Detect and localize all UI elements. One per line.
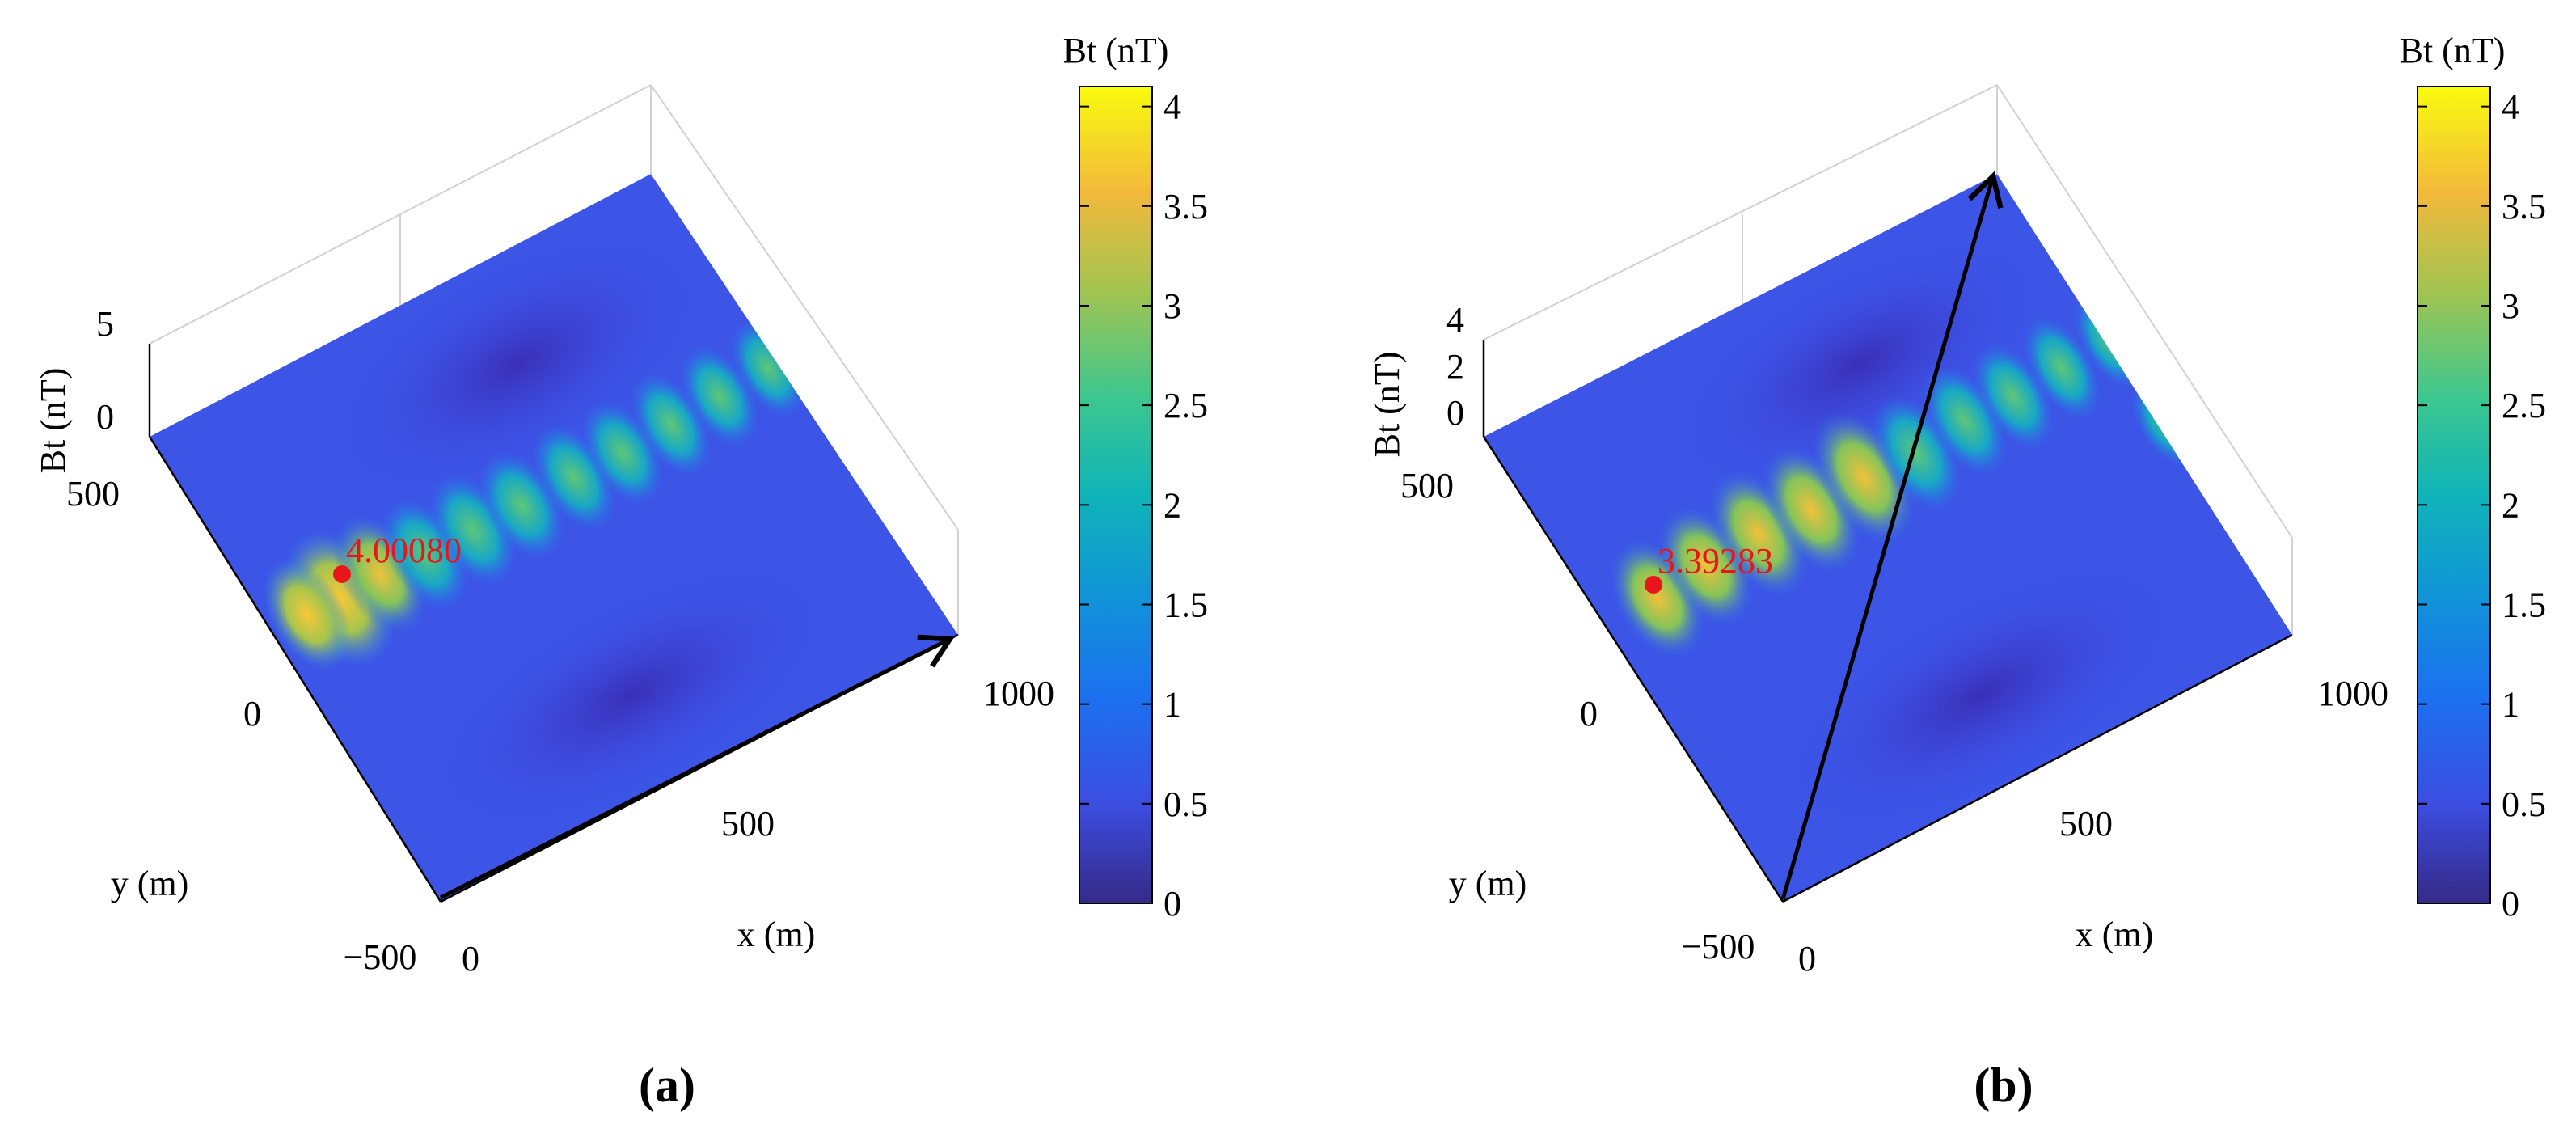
- panel-b-colorbar-title: Bt (nT): [2400, 31, 2506, 70]
- colorbar-tick-label: 0.5: [2502, 784, 2546, 824]
- panel-a-ytick-500: 500: [66, 474, 120, 514]
- panel-b-ytick-neg500: −500: [1682, 927, 1755, 966]
- panel-a-zlabel: Bt (nT): [33, 368, 73, 474]
- panel-b-peak-marker: [1645, 576, 1662, 594]
- panel-a-caption: (a): [639, 1059, 695, 1112]
- colorbar-tick-label: 1.5: [2502, 585, 2546, 624]
- panel-a-colorbar-title: Bt (nT): [1063, 31, 1169, 70]
- panel-b-ztick-0: 0: [1446, 393, 1464, 433]
- panel-b-xtick-0: 0: [1798, 939, 1816, 979]
- panel-a-ylabel: y (m): [111, 864, 189, 903]
- colorbar-tick-label: 1: [1163, 685, 1181, 725]
- colorbar-tick-label: 2: [1163, 485, 1181, 525]
- panel-a-ztick-5: 5: [96, 304, 114, 344]
- colorbar-tick-label: 1.5: [1163, 585, 1208, 624]
- panel-b-direction-arrow: [1780, 171, 2004, 900]
- panel-b-zlabel: Bt (nT): [1367, 352, 1407, 458]
- panel-a-xtick-0: 0: [462, 939, 479, 979]
- panel-b-caption: (b): [1974, 1059, 2033, 1112]
- panel-a: 4.00080 5 0 Bt (nT) 500 0 −500 y (m) 0 5…: [33, 31, 1208, 1112]
- colorbar-tick-label: 3: [1163, 286, 1181, 326]
- panel-b-ytick-0: 0: [1580, 694, 1598, 733]
- panel-a-colorbar: [1079, 86, 1153, 904]
- panel-b-xlabel: x (m): [2076, 915, 2154, 954]
- panel-a-direction-arrow: [439, 634, 955, 900]
- panel-b-colorbar-ticks: 0 0.5 1 1.5 2 2.5 3 3.5 4: [2418, 87, 2546, 924]
- panel-b-ylabel: y (m): [1449, 864, 1527, 903]
- panel-a-ztick-0: 0: [96, 397, 114, 437]
- panel-b-axis-lines: [1482, 340, 2293, 903]
- colorbar-tick-label: 3.5: [2502, 187, 2546, 226]
- colorbar-tick-label: 3.5: [1163, 187, 1208, 226]
- colorbar-tick-label: 2.5: [2502, 386, 2546, 425]
- panel-a-colorbar-ticks: 0 0.5 1 1.5 2 2.5 3 3.5 4: [1079, 87, 1208, 924]
- colorbar-tick-label: 1: [2502, 685, 2519, 725]
- colorbar-tick-label: 3: [2502, 286, 2519, 326]
- colorbar-tick-label: 2.5: [1163, 386, 1208, 425]
- colorbar-tick-label: 2: [2502, 485, 2519, 525]
- colorbar-tick-label: 0.5: [1163, 784, 1208, 824]
- panel-b: 3.39283 4 2 0 Bt (nT) 500 0 −500 y (m) 0…: [1367, 31, 2546, 1112]
- panel-a-ytick-0: 0: [243, 694, 261, 733]
- colorbar-tick-label: 0: [2502, 884, 2519, 924]
- panel-a-xtick-500: 500: [721, 804, 775, 843]
- panel-b-xtick-500: 500: [2059, 804, 2113, 843]
- panel-a-ytick-neg500: −500: [344, 937, 417, 977]
- panel-a-xtick-1000: 1000: [983, 674, 1054, 713]
- panel-a-xlabel: x (m): [737, 915, 816, 954]
- panel-b-ytick-500: 500: [1400, 466, 1454, 505]
- colorbar-tick-label: 4: [1163, 87, 1181, 127]
- panel-b-peak-label: 3.39283: [1658, 541, 1773, 581]
- panel-a-surface: [150, 174, 958, 902]
- panel-a-peak-marker: [333, 565, 351, 583]
- panel-b-ztick-2: 2: [1446, 347, 1464, 387]
- panel-a-peak-label: 4.00080: [346, 531, 462, 570]
- panel-b-ztick-4: 4: [1446, 300, 1464, 340]
- colorbar-tick-label: 4: [2502, 87, 2519, 127]
- panel-b-xtick-1000: 1000: [2317, 674, 2388, 713]
- colorbar-tick-label: 0: [1163, 884, 1181, 924]
- panel-b-colorbar: [2417, 86, 2491, 904]
